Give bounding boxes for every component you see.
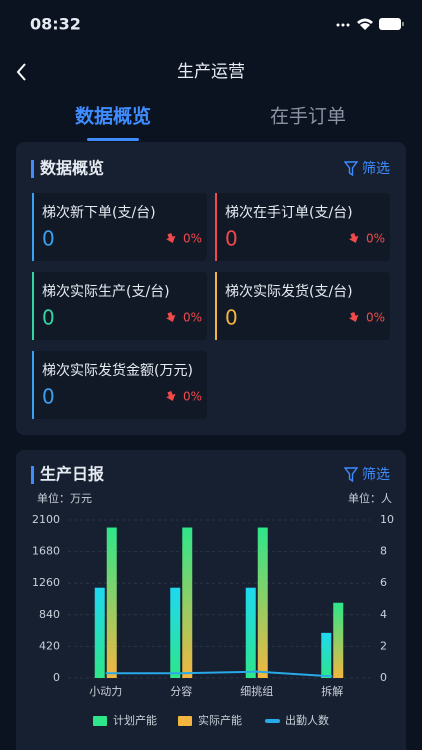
tab-active[interactable]: 数据概览 <box>75 105 151 128</box>
tile-accent <box>32 351 34 419</box>
header-title: 生产运营 <box>177 62 245 82</box>
stat-change: 0% <box>183 232 202 246</box>
card-title: 数据概览 <box>40 159 104 178</box>
y2-axis-label: 单位：人 <box>348 491 392 505</box>
status-time: 08:32 <box>30 15 81 34</box>
y-tick-label: 1680 <box>32 545 60 558</box>
card-title: 生产日报 <box>40 465 104 484</box>
title-bar <box>31 160 34 178</box>
bar <box>106 527 117 678</box>
stat-tile <box>215 193 390 261</box>
y2-tick-label: 8 <box>380 545 387 558</box>
stat-label: 梯次新下单(支/台) <box>42 205 156 221</box>
filter-button[interactable]: 筛选 <box>343 467 390 483</box>
stat-tile <box>215 272 390 340</box>
stat-tile <box>32 193 207 261</box>
tab-underline <box>87 138 139 141</box>
stat-value: 0 <box>42 385 55 409</box>
title-bar <box>31 466 34 484</box>
down-arrow <box>349 232 359 244</box>
y-tick-label: 1260 <box>32 576 60 589</box>
tile-accent <box>32 272 34 340</box>
bar <box>182 527 193 678</box>
y-tick-label: 2100 <box>32 513 60 526</box>
y2-tick-label: 4 <box>380 608 387 621</box>
y-tick-label: 0 <box>53 671 60 684</box>
bar <box>257 527 268 678</box>
stat-value: 0 <box>42 227 55 251</box>
bar <box>333 602 344 678</box>
bar <box>245 587 256 678</box>
filter-button[interactable]: 筛选 <box>343 161 390 177</box>
legend-label: 实际产能 <box>198 713 242 727</box>
x-tick-label: 拆解 <box>321 684 343 698</box>
legend-swatch <box>93 716 107 726</box>
bar <box>170 587 181 678</box>
back-button[interactable] <box>16 63 26 81</box>
x-tick-label: 小动力 <box>89 685 122 698</box>
bar <box>321 632 332 678</box>
tile-accent <box>215 193 217 261</box>
tile-accent <box>215 272 217 340</box>
y-tick-label: 840 <box>39 608 60 621</box>
y2-tick-label: 6 <box>380 576 387 589</box>
bar <box>94 587 105 678</box>
filter-label[interactable]: 筛选 <box>362 161 390 177</box>
stat-label: 梯次实际发货(支/台) <box>225 283 353 300</box>
stat-label: 梯次在手订单(支/台) <box>225 205 353 221</box>
stat-value: 0 <box>225 306 238 330</box>
legend-label: 出勤人数 <box>285 713 329 727</box>
legend-label: 计划产能 <box>113 713 157 727</box>
down-arrow <box>166 311 176 323</box>
y-tick-label: 420 <box>39 639 60 652</box>
tile-accent <box>32 193 34 261</box>
stat-change: 0% <box>366 311 385 325</box>
stat-label: 梯次实际发货金额(万元) <box>42 362 193 379</box>
down-arrow <box>349 311 359 323</box>
status-icons <box>336 18 404 30</box>
legend-swatch <box>265 719 280 723</box>
y2-tick-label: 0 <box>380 671 387 684</box>
stat-change: 0% <box>183 311 202 325</box>
line <box>105 670 333 678</box>
x-tick-label: 分容 <box>170 684 192 698</box>
stat-value: 0 <box>42 306 55 330</box>
filter-label[interactable]: 筛选 <box>362 467 390 483</box>
down-arrow <box>166 232 176 244</box>
down-arrow <box>166 390 176 402</box>
stat-change: 0% <box>183 390 202 404</box>
stat-tile <box>32 272 207 340</box>
stat-value: 0 <box>225 227 238 251</box>
y2-tick-label: 2 <box>380 639 387 652</box>
y-axis-label: 单位：万元 <box>37 491 92 505</box>
x-tick-label: 细挑组 <box>240 684 273 698</box>
tab[interactable]: 在手订单 <box>270 106 346 128</box>
stat-tile <box>32 351 207 419</box>
stat-label: 梯次实际生产(支/台) <box>42 284 170 300</box>
stat-change: 0% <box>366 232 385 246</box>
legend-swatch <box>178 716 192 726</box>
y2-tick-label: 10 <box>380 513 394 526</box>
